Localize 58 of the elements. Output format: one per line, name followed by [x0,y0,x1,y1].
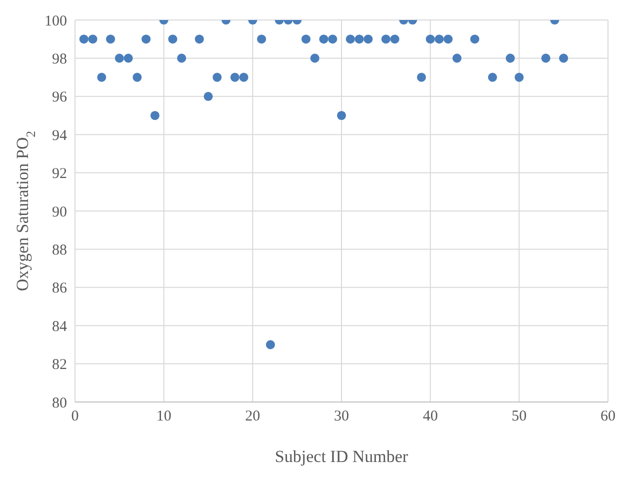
x-tick-label: 60 [600,408,616,425]
point [124,54,133,63]
point [150,110,160,120]
x-tick-label: 30 [334,408,349,425]
point [559,54,568,63]
point [488,72,498,82]
point [142,34,151,44]
y-tick-label: 84 [52,318,68,335]
point [301,34,310,44]
point [434,34,444,44]
y-tick-label: 92 [52,166,67,182]
point [266,340,275,350]
point [416,72,426,82]
y-tick-label: 96 [52,90,68,106]
x-tick-label: 0 [71,408,79,425]
x-tick-label: 20 [245,408,260,425]
y-tick-label: 88 [52,242,67,259]
point [426,34,435,44]
point [212,72,222,82]
point [79,34,88,44]
y-tick-label: 94 [52,128,68,144]
point [239,72,248,82]
point [514,72,524,82]
y-tick-label: 80 [52,395,67,412]
point [336,110,346,120]
point [541,54,550,63]
point [257,34,266,44]
point [390,34,400,44]
point [194,34,204,44]
point [106,34,116,44]
point [381,34,390,44]
x-tick-label: 50 [512,408,527,425]
point [319,34,328,44]
point [132,72,142,82]
point [444,34,453,44]
point [354,34,364,44]
point [470,34,480,44]
y-tick-label: 90 [52,204,67,220]
point [88,34,98,44]
point [114,54,124,63]
point [97,72,106,82]
point [204,92,213,101]
point [177,54,186,63]
point [364,34,373,44]
point [452,54,462,63]
point [346,34,355,44]
point [328,34,338,44]
y-tick-label: 100 [44,13,67,30]
point [310,54,320,63]
y-tick-label: 82 [52,357,67,374]
y-tick-label: 86 [52,280,68,297]
point [506,54,515,63]
x-tick-label: 10 [156,408,172,425]
x-tick-label: 40 [422,408,438,425]
y-tick-label: 98 [52,52,67,68]
x-axis-title: Subject ID Number [274,447,408,466]
point [168,34,178,44]
point [230,72,240,82]
